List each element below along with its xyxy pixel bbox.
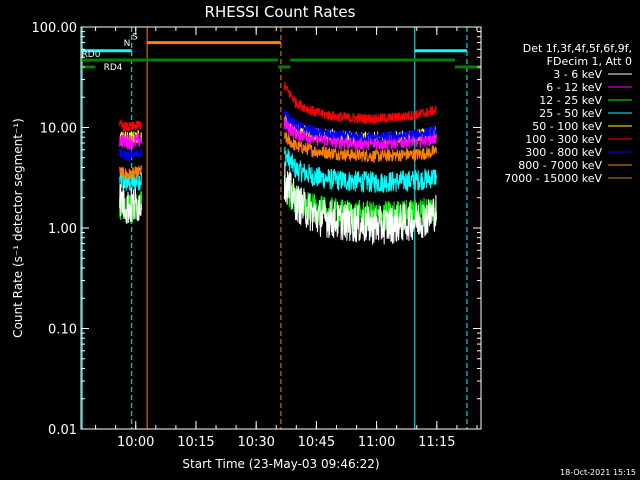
legend-label-2: 12 - 25 keV: [539, 94, 602, 107]
data-series: [119, 81, 437, 245]
y-tick-label-3: 10.00: [40, 122, 77, 137]
x-tick-label-5: 11:15: [418, 435, 455, 450]
y-tick-label-4: 100.00: [32, 21, 78, 36]
legend-label-6: 300 - 800 keV: [525, 146, 602, 159]
x-tick-label-3: 10:45: [298, 435, 335, 450]
x-axis-label: Start Time (23-May-03 09:46:22): [182, 457, 379, 471]
y-tick-label-0: 0.01: [48, 423, 77, 438]
series-line-0-seg-0: [119, 184, 142, 224]
flag-label-3: RD4: [104, 63, 123, 73]
series-line-1-seg-1: [283, 116, 437, 151]
x-tick-label-1: 10:15: [177, 435, 214, 450]
y-tick-label-1: 0.10: [48, 323, 77, 338]
series-line-3-seg-0: [119, 169, 142, 192]
series-line-3-seg-1: [283, 146, 437, 193]
time-markers: [81, 27, 468, 429]
series-line-6-seg-1: [283, 109, 437, 143]
chart-title: RHESSI Count Rates: [205, 3, 356, 21]
legend-header-line-2: FDecim 1, Att 0: [547, 55, 632, 68]
legend-label-0: 3 - 6 keV: [553, 68, 602, 81]
x-tick-label-0: 10:00: [117, 435, 154, 450]
axes: 0.01 0.10 1.00 10.00 100.00 10:00 10:15 10:30 10…: [32, 21, 482, 450]
legend-label-5: 100 - 300 keV: [525, 133, 602, 146]
legend-header-line-1: Det 1f,3f,4f,5f,6f,9f,: [523, 42, 632, 55]
legend-label-3: 25 - 50 keV: [539, 107, 602, 120]
footer-date: 18-Oct-2021 15:15: [560, 468, 636, 477]
flag-label-2: RD0: [82, 50, 101, 60]
series-line-7-seg-0: [119, 165, 142, 181]
y-tick-label-2: 1.00: [48, 222, 77, 237]
legend-label-7: 800 - 7000 keV: [518, 159, 602, 172]
series-line-7-seg-1: [284, 131, 437, 164]
series-line-1-seg-0: [119, 133, 142, 150]
series-line-5-seg-1: [283, 81, 437, 126]
series-line-5-seg-0: [119, 119, 142, 133]
x-tick-label-2: 10:30: [237, 435, 274, 450]
flag-label-1: S: [132, 33, 138, 43]
legend-label-1: 6 - 12 keV: [546, 81, 602, 94]
y-axis-label: Count Rate (s⁻¹ detector segment⁻¹): [11, 118, 25, 338]
x-tick-label-4: 11:00: [358, 435, 395, 450]
series-line-6-seg-0: [119, 147, 142, 162]
legend-label-8: 7000 - 15000 keV: [504, 172, 602, 185]
flag-label-0: N: [124, 39, 131, 49]
series-line-0-seg-1: [283, 161, 437, 245]
legend-label-4: 50 - 100 keV: [532, 120, 602, 133]
